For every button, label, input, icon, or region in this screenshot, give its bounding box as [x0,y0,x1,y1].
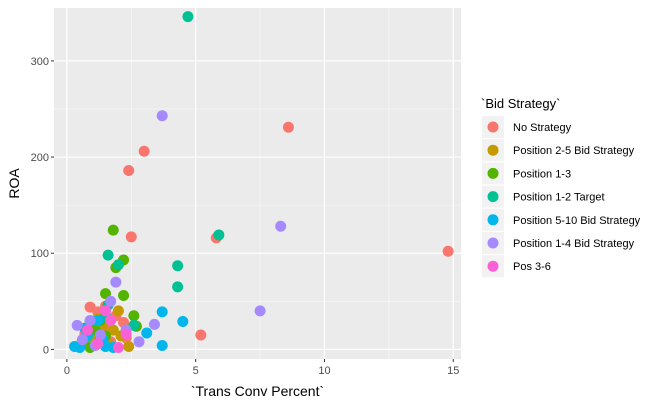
y-tick-label: 300 [31,56,49,68]
legend-key-dot [487,144,499,156]
point-position-5-10-bid-strategy [141,327,153,339]
point-position-1-4-bid-strategy [148,318,160,330]
point-position-1-3 [107,224,119,236]
point-position-1-2-target [172,260,184,272]
legend-item-position-1-4-bid-strategy: Position 1-4 Bid Strategy [482,232,635,254]
y-tick-label: 100 [31,248,49,260]
point-no-strategy [125,231,137,243]
point-no-strategy [442,245,454,257]
data-points [69,11,454,353]
legend: `Bid Strategy` No Strategy Position 2-5 B… [481,96,641,278]
point-position-1-4-bid-strategy [71,319,83,331]
point-position-1-4-bid-strategy [105,295,117,307]
point-position-1-3 [118,290,130,302]
point-position-2-5-bid-strategy [107,324,119,336]
legend-key-dot [487,191,499,203]
y-axis-ticks: 0 100 200 300 [31,56,54,356]
point-position-2-5-bid-strategy [123,340,135,352]
legend-label: Position 2-5 Bid Strategy [513,145,635,157]
point-pos-3-6 [92,338,104,350]
legend-title: `Bid Strategy` [481,96,560,111]
point-no-strategy [123,165,135,177]
legend-item-no-strategy: No Strategy [482,116,572,138]
point-position-1-4-bid-strategy [275,220,287,232]
point-no-strategy [282,121,294,133]
point-position-2-5-bid-strategy [112,305,124,317]
point-position-1-4-bid-strategy [254,305,266,317]
point-position-5-10-bid-strategy [156,340,168,352]
x-tick-label: 5 [193,365,199,377]
point-position-1-3 [128,310,140,322]
legend-key-dot [487,260,499,272]
x-tick-label: 15 [447,365,459,377]
legend-item-position-5-10-bid-strategy: Position 5-10 Bid Strategy [482,208,641,231]
point-position-1-4-bid-strategy [156,110,168,122]
point-position-5-10-bid-strategy [177,315,189,327]
point-position-1-4-bid-strategy [133,336,145,348]
legend-key-dot [487,121,499,133]
legend-label: Position 5-10 Bid Strategy [513,215,641,227]
point-position-1-4-bid-strategy [94,329,106,341]
point-pos-3-6 [81,324,93,336]
legend-item-position-2-5-bid-strategy: Position 2-5 Bid Strategy [482,139,635,162]
x-tick-label: 0 [64,365,70,377]
point-no-strategy [84,301,96,313]
point-no-strategy [195,329,207,341]
point-position-1-4-bid-strategy [110,276,122,288]
point-position-5-10-bid-strategy [92,315,104,327]
y-axis-title: ROA [6,168,22,199]
point-position-1-2-target [112,259,124,271]
point-position-1-2-target [102,249,114,261]
point-pos-3-6 [100,305,112,317]
point-pos-3-6 [105,315,117,327]
y-tick-label: 200 [31,152,49,164]
legend-item-position-1-2-target: Position 1-2 Target [482,185,605,208]
point-position-1-2-target [172,281,184,293]
y-tick-label: 0 [43,344,49,356]
legend-key-dot [487,167,499,179]
point-pos-3-6 [120,328,132,340]
legend-item-pos-3-6: Pos 3-6 [482,255,551,278]
x-axis-ticks: 0 5 10 15 [64,359,459,377]
legend-label: No Strategy [513,122,572,134]
legend-label: Position 1-3 [513,168,571,180]
point-position-5-10-bid-strategy [156,306,168,318]
legend-key-dot [487,237,499,249]
x-axis-title: `Trans Conv Percent` [191,383,324,399]
point-pos-3-6 [112,341,124,353]
legend-label: Position 1-2 Target [513,192,605,204]
legend-label: Pos 3-6 [513,261,551,273]
point-position-1-4-bid-strategy [76,334,88,346]
legend-key-dot [487,214,499,226]
point-no-strategy [138,145,150,157]
legend-label: Position 1-4 Bid Strategy [513,238,635,250]
legend-item-position-1-3: Position 1-3 [482,162,571,185]
point-position-1-2-target [182,11,194,23]
x-tick-label: 10 [318,365,330,377]
minor-gridlines [54,8,461,359]
point-position-1-4-bid-strategy [84,315,96,327]
legend-items: No Strategy Position 2-5 Bid Strategy Posi… [482,116,641,278]
point-position-1-2-target [213,229,225,241]
